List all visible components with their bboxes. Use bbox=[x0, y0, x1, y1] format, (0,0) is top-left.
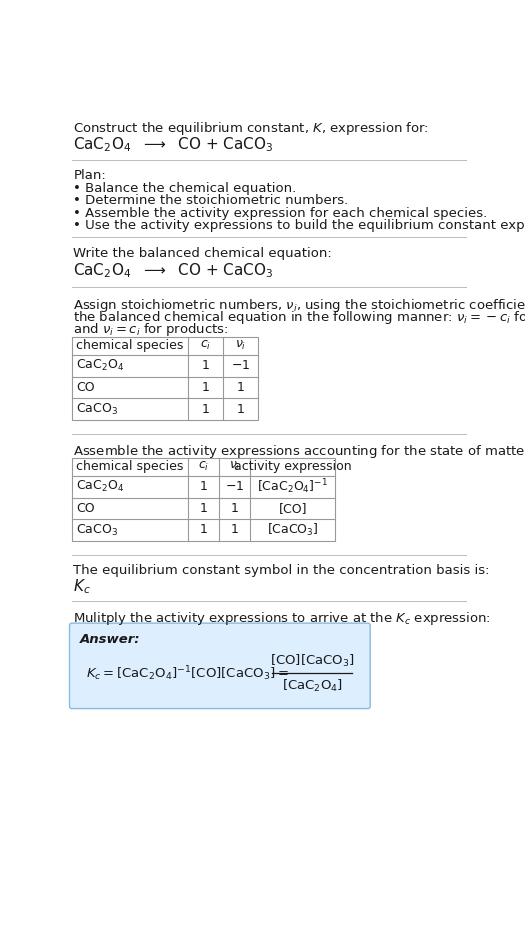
Text: $\nu_i$: $\nu_i$ bbox=[235, 339, 246, 352]
Text: Assemble the activity expressions accounting for the state of matter and $\nu_i$: Assemble the activity expressions accoun… bbox=[74, 443, 525, 459]
Text: CaCO$_3$: CaCO$_3$ bbox=[77, 402, 119, 417]
Text: chemical species: chemical species bbox=[77, 460, 184, 473]
Text: $K_c = [\mathrm{CaC_2O_4}]^{-1}[\mathrm{CO}][\mathrm{CaCO_3}] =$: $K_c = [\mathrm{CaC_2O_4}]^{-1}[\mathrm{… bbox=[86, 664, 288, 682]
Text: and $\nu_i = c_i$ for products:: and $\nu_i = c_i$ for products: bbox=[74, 322, 229, 338]
Text: CaC$_2$O$_4$: CaC$_2$O$_4$ bbox=[77, 359, 124, 374]
Text: CaC$_2$O$_4$  $\longrightarrow$  CO + CaCO$_3$: CaC$_2$O$_4$ $\longrightarrow$ CO + CaCO… bbox=[74, 135, 274, 154]
Text: [CaC$_2$O$_4$]$^{-1}$: [CaC$_2$O$_4$]$^{-1}$ bbox=[257, 477, 328, 496]
Text: 1: 1 bbox=[200, 502, 207, 514]
Text: [CaCO$_3$]: [CaCO$_3$] bbox=[267, 522, 319, 538]
FancyBboxPatch shape bbox=[69, 624, 370, 708]
Text: The equilibrium constant symbol in the concentration basis is:: The equilibrium constant symbol in the c… bbox=[74, 564, 490, 577]
Text: $K_c$: $K_c$ bbox=[74, 578, 91, 596]
Text: • Balance the chemical equation.: • Balance the chemical equation. bbox=[74, 182, 297, 195]
Text: CaC$_2$O$_4$: CaC$_2$O$_4$ bbox=[77, 479, 124, 494]
Text: $c_i$: $c_i$ bbox=[198, 460, 209, 473]
Text: $-1$: $-1$ bbox=[231, 360, 250, 373]
Text: CaC$_2$O$_4$  $\longrightarrow$  CO + CaCO$_3$: CaC$_2$O$_4$ $\longrightarrow$ CO + CaCO… bbox=[74, 261, 274, 280]
Text: Mulitply the activity expressions to arrive at the $K_c$ expression:: Mulitply the activity expressions to arr… bbox=[74, 610, 491, 627]
Text: 1: 1 bbox=[200, 524, 207, 537]
Text: 1: 1 bbox=[202, 360, 209, 373]
Text: Plan:: Plan: bbox=[74, 169, 106, 182]
Text: • Determine the stoichiometric numbers.: • Determine the stoichiometric numbers. bbox=[74, 194, 349, 207]
Text: Construct the equilibrium constant, $K$, expression for:: Construct the equilibrium constant, $K$,… bbox=[74, 119, 429, 137]
Text: 1: 1 bbox=[202, 403, 209, 416]
Text: 1: 1 bbox=[236, 381, 244, 394]
Text: $\nu_i$: $\nu_i$ bbox=[229, 460, 240, 473]
Text: $-1$: $-1$ bbox=[225, 480, 244, 493]
Text: • Assemble the activity expression for each chemical species.: • Assemble the activity expression for e… bbox=[74, 207, 488, 220]
Text: activity expression: activity expression bbox=[234, 460, 352, 473]
Text: Assign stoichiometric numbers, $\nu_i$, using the stoichiometric coefficients, $: Assign stoichiometric numbers, $\nu_i$, … bbox=[74, 296, 525, 314]
Text: Answer:: Answer: bbox=[80, 633, 140, 646]
Text: • Use the activity expressions to build the equilibrium constant expression.: • Use the activity expressions to build … bbox=[74, 219, 525, 232]
Text: CO: CO bbox=[77, 502, 95, 514]
Text: $[\mathrm{CaC_2O_4}]$: $[\mathrm{CaC_2O_4}]$ bbox=[281, 678, 343, 693]
Text: [CO]: [CO] bbox=[278, 502, 307, 514]
Text: 1: 1 bbox=[230, 502, 238, 514]
Text: 1: 1 bbox=[202, 381, 209, 394]
Text: Write the balanced chemical equation:: Write the balanced chemical equation: bbox=[74, 247, 332, 260]
Text: chemical species: chemical species bbox=[77, 339, 184, 352]
Bar bbox=[72, 458, 335, 541]
Text: 1: 1 bbox=[236, 403, 244, 416]
Bar bbox=[72, 336, 258, 419]
Text: the balanced chemical equation in the following manner: $\nu_i = -c_i$ for react: the balanced chemical equation in the fo… bbox=[74, 309, 525, 326]
Text: $c_i$: $c_i$ bbox=[200, 339, 211, 352]
Text: 1: 1 bbox=[230, 524, 238, 537]
Text: 1: 1 bbox=[200, 480, 207, 493]
Text: CO: CO bbox=[77, 381, 95, 394]
Text: CaCO$_3$: CaCO$_3$ bbox=[77, 523, 119, 538]
Text: $[\mathrm{CO}][\mathrm{CaCO_3}]$: $[\mathrm{CO}][\mathrm{CaCO_3}]$ bbox=[270, 652, 354, 669]
